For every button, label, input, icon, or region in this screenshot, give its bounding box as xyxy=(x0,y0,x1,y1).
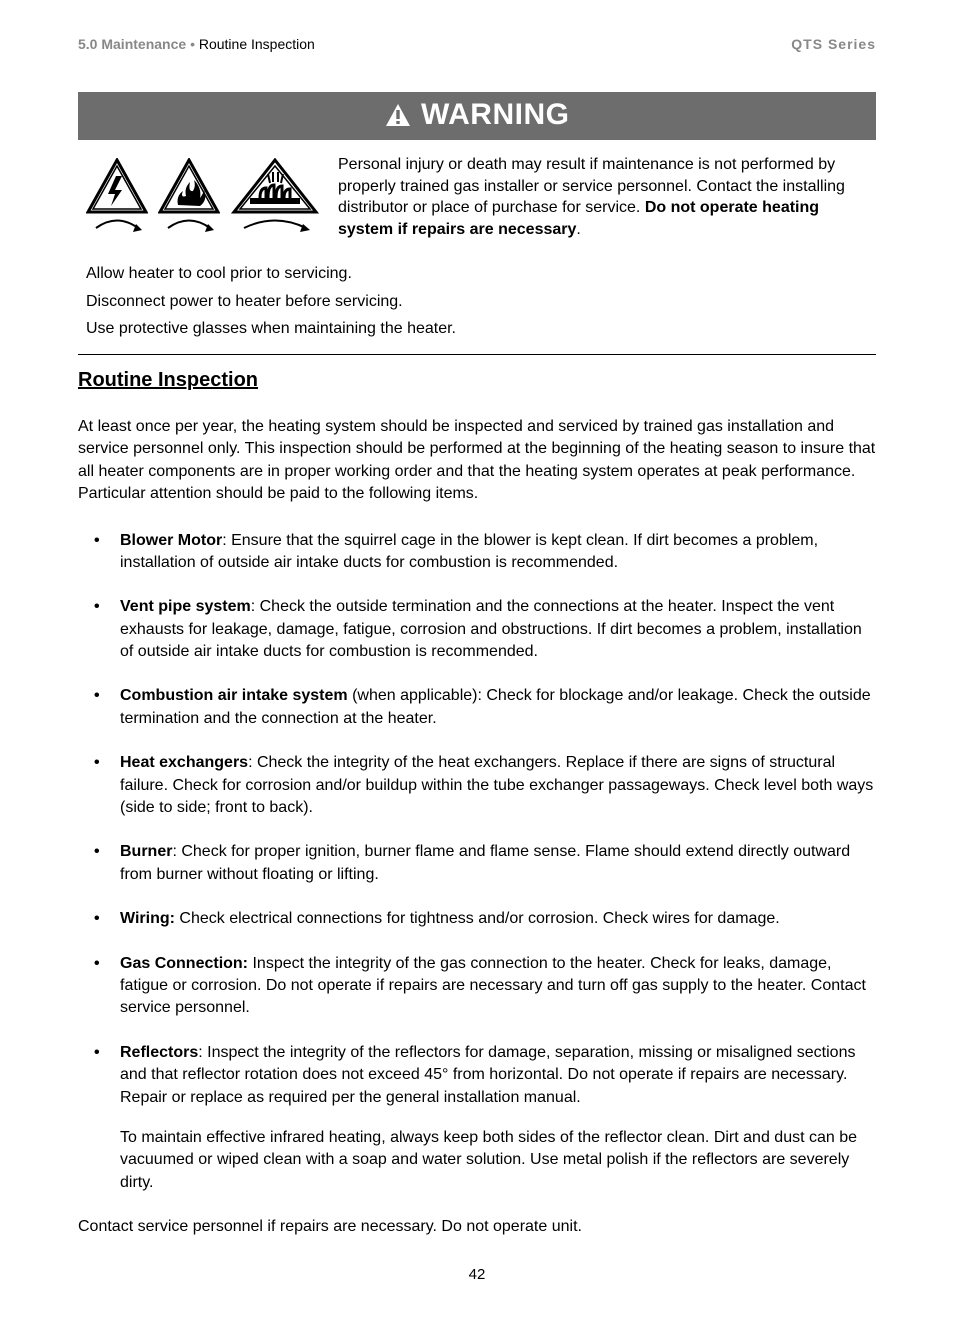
header-right: QTS Series xyxy=(791,36,876,52)
warning-body: Personal injury or death may result if m… xyxy=(78,154,876,240)
list-item: Reflectors: Inspect the integrity of the… xyxy=(90,1042,876,1194)
list-item: Vent pipe system: Check the outside term… xyxy=(90,596,876,663)
hand-hazard-icon xyxy=(230,158,320,240)
item-text: Check for proper ignition, burner flame … xyxy=(120,843,850,882)
inspection-list: Blower Motor: Ensure that the squirrel c… xyxy=(78,530,876,1195)
section-heading: Routine Inspection xyxy=(78,369,876,392)
section-name: Maintenance xyxy=(101,36,186,52)
item-sep: : xyxy=(248,754,257,771)
item-label: Burner xyxy=(120,843,172,860)
list-item: Blower Motor: Ensure that the squirrel c… xyxy=(90,530,876,575)
precaution-list: Allow heater to cool prior to servicing.… xyxy=(78,260,876,342)
item-sep: : xyxy=(198,1044,207,1061)
header-bullet: • xyxy=(190,36,195,52)
closing-paragraph: Contact service personnel if repairs are… xyxy=(78,1216,876,1238)
list-item: Gas Connection: Inspect the integrity of… xyxy=(90,953,876,1020)
item-sep: : xyxy=(222,532,231,549)
list-item: Combustion air intake system (when appli… xyxy=(90,685,876,730)
intro-paragraph: At least once per year, the heating syst… xyxy=(78,416,876,506)
warning-body-end: . xyxy=(576,221,580,238)
item-extra: To maintain effective infrared heating, … xyxy=(120,1127,876,1194)
item-label: Blower Motor xyxy=(120,532,222,549)
header-subsection: Routine Inspection xyxy=(199,36,315,52)
section-number: 5.0 xyxy=(78,36,97,52)
divider xyxy=(78,354,876,355)
alert-triangle-icon xyxy=(385,103,411,127)
warning-title: WARNING xyxy=(421,98,570,131)
warning-text: Personal injury or death may result if m… xyxy=(338,154,876,240)
burn-hazard-icon xyxy=(158,158,220,240)
item-label: Wiring: xyxy=(120,910,175,927)
item-sep: : xyxy=(251,598,260,615)
item-text: Check electrical connections for tightne… xyxy=(179,910,779,927)
item-label: Combustion air intake system xyxy=(120,687,348,704)
precaution-line: Use protective glasses when maintaining … xyxy=(86,315,876,342)
list-item: Wiring: Check electrical connections for… xyxy=(90,908,876,930)
brand: QTS xyxy=(791,36,823,52)
page-number: 42 xyxy=(78,1266,876,1283)
list-item: Burner: Check for proper ignition, burne… xyxy=(90,841,876,886)
header-left: 5.0 Maintenance • Routine Inspection xyxy=(78,36,315,52)
hazard-icons xyxy=(78,154,320,240)
page-header: 5.0 Maintenance • Routine Inspection QTS… xyxy=(78,36,876,52)
item-label: Gas Connection: xyxy=(120,955,248,972)
warning-bar: WARNING xyxy=(78,92,876,140)
item-text: Inspect the integrity of the reflectors … xyxy=(120,1044,855,1106)
item-label: Heat exchangers xyxy=(120,754,248,771)
item-label: Reflectors xyxy=(120,1044,198,1061)
precaution-line: Allow heater to cool prior to servicing. xyxy=(86,260,876,287)
precaution-line: Disconnect power to heater before servic… xyxy=(86,288,876,315)
electric-shock-icon xyxy=(86,158,148,240)
item-sep: : xyxy=(172,843,181,860)
list-item: Heat exchangers: Check the integrity of … xyxy=(90,752,876,819)
item-label: Vent pipe system xyxy=(120,598,251,615)
series-label: Series xyxy=(828,36,876,52)
